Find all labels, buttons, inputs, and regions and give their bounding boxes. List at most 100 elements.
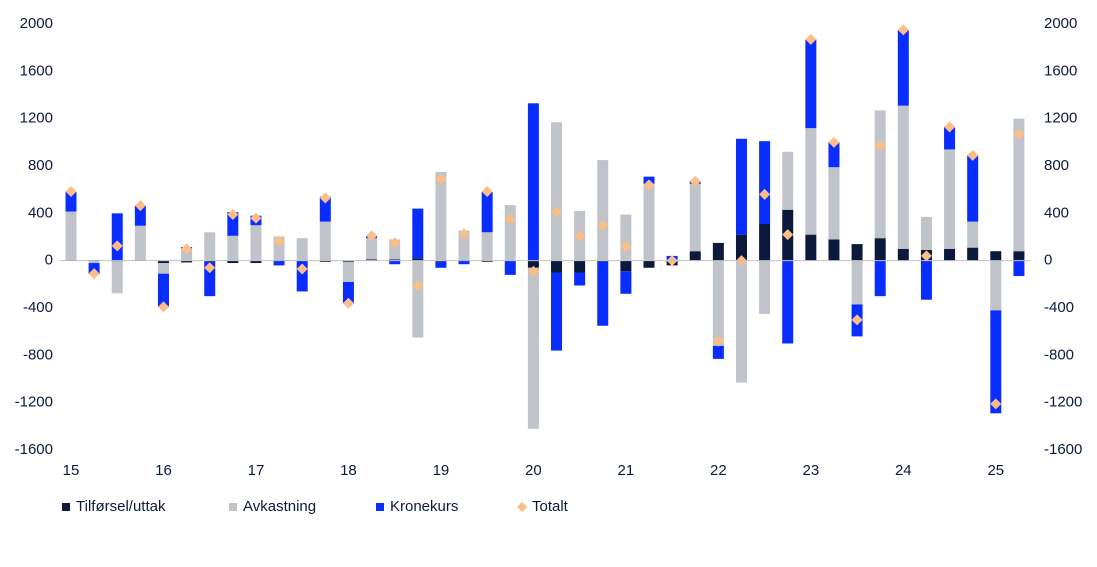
- bar: [759, 260, 771, 314]
- bar: [712, 242, 724, 261]
- bar: [296, 238, 308, 261]
- bar: [597, 160, 609, 261]
- bar: [597, 261, 609, 326]
- total-marker: [412, 280, 424, 292]
- y-tick-label: -800: [23, 346, 53, 363]
- bar: [967, 155, 979, 222]
- y-tick-label: 2000: [20, 15, 53, 32]
- bar: [319, 260, 331, 262]
- bar: [435, 171, 447, 261]
- y-tick-label: 400: [28, 204, 53, 221]
- legend-marker: [62, 503, 70, 511]
- bar: [967, 221, 979, 248]
- bar: [990, 251, 1002, 261]
- bar: [342, 281, 354, 304]
- bar: [273, 260, 285, 266]
- legend-marker: [229, 503, 237, 511]
- bar: [920, 260, 932, 300]
- total-marker: [620, 240, 632, 252]
- bar: [204, 260, 216, 262]
- x-tick-label: 18: [340, 462, 357, 479]
- bar: [504, 260, 516, 275]
- total-marker: [458, 228, 470, 240]
- bar: [227, 212, 239, 236]
- bar: [1013, 260, 1025, 277]
- bar: [342, 260, 354, 262]
- bar: [481, 260, 493, 262]
- total-marker: [944, 121, 956, 133]
- total-marker: [574, 230, 586, 242]
- total-marker: [366, 230, 378, 242]
- x-tick-label: 17: [248, 462, 265, 479]
- bar: [435, 260, 447, 262]
- bar: [551, 260, 563, 273]
- bar: [227, 260, 239, 264]
- bar: [851, 260, 863, 305]
- y2-tick-label: 400: [1044, 204, 1069, 221]
- bar: [643, 260, 655, 268]
- bar: [273, 236, 285, 261]
- bar: [828, 142, 840, 168]
- bar: [366, 259, 378, 261]
- bar: [597, 260, 609, 262]
- y-tick-label: 1600: [20, 62, 53, 79]
- total-marker: [181, 243, 193, 255]
- total-marker: [990, 398, 1002, 410]
- bar: [897, 29, 909, 106]
- y2-tick-label: 0: [1044, 252, 1052, 269]
- x-tick-label: 25: [987, 462, 1004, 479]
- legend-label: Avkastning: [243, 498, 316, 515]
- legend-marker: [376, 503, 384, 511]
- total-marker: [319, 192, 331, 204]
- bar: [944, 149, 956, 249]
- bar: [551, 122, 563, 261]
- bar: [250, 260, 262, 264]
- y2-tick-label: -1200: [1044, 394, 1082, 411]
- x-tick-label: 15: [63, 462, 80, 479]
- x-tick-label: 23: [802, 462, 819, 479]
- total-marker: [88, 268, 100, 280]
- total-marker: [551, 206, 563, 218]
- total-marker: [296, 263, 308, 275]
- bar: [527, 260, 539, 268]
- bar: [389, 260, 401, 265]
- legend-label: Tilførsel/uttak: [76, 498, 166, 515]
- y2-tick-label: 1200: [1044, 110, 1077, 127]
- bar: [134, 225, 146, 261]
- bar: [735, 260, 747, 383]
- bar: [967, 247, 979, 261]
- bar: [735, 138, 747, 235]
- bar: [782, 260, 794, 344]
- total-marker: [597, 219, 609, 231]
- bar: [181, 248, 193, 261]
- total-marker: [389, 237, 401, 249]
- bar: [342, 261, 354, 282]
- y-tick-label: -1600: [15, 441, 53, 458]
- total-marker: [920, 250, 932, 262]
- total-marker: [227, 209, 239, 221]
- bar: [805, 234, 817, 261]
- bar: [805, 39, 817, 129]
- bar: [227, 235, 239, 261]
- bar: [643, 183, 655, 261]
- bar: [366, 238, 378, 260]
- bar: [157, 273, 169, 307]
- total-marker: [65, 185, 77, 197]
- bar: [620, 260, 632, 272]
- bar: [504, 205, 516, 261]
- bar: [897, 248, 909, 261]
- total-marker: [481, 185, 493, 197]
- bar: [296, 260, 308, 292]
- bar: [412, 258, 424, 261]
- y2-tick-label: -800: [1044, 346, 1074, 363]
- bar: [712, 345, 724, 359]
- bar: [481, 192, 493, 233]
- total-marker: [342, 297, 354, 309]
- total-marker: [435, 173, 447, 185]
- bar: [689, 183, 701, 252]
- y-tick-label: -1200: [15, 394, 53, 411]
- total-marker: [967, 149, 979, 161]
- bar: [620, 214, 632, 261]
- bar: [527, 267, 539, 429]
- bar: [458, 230, 470, 261]
